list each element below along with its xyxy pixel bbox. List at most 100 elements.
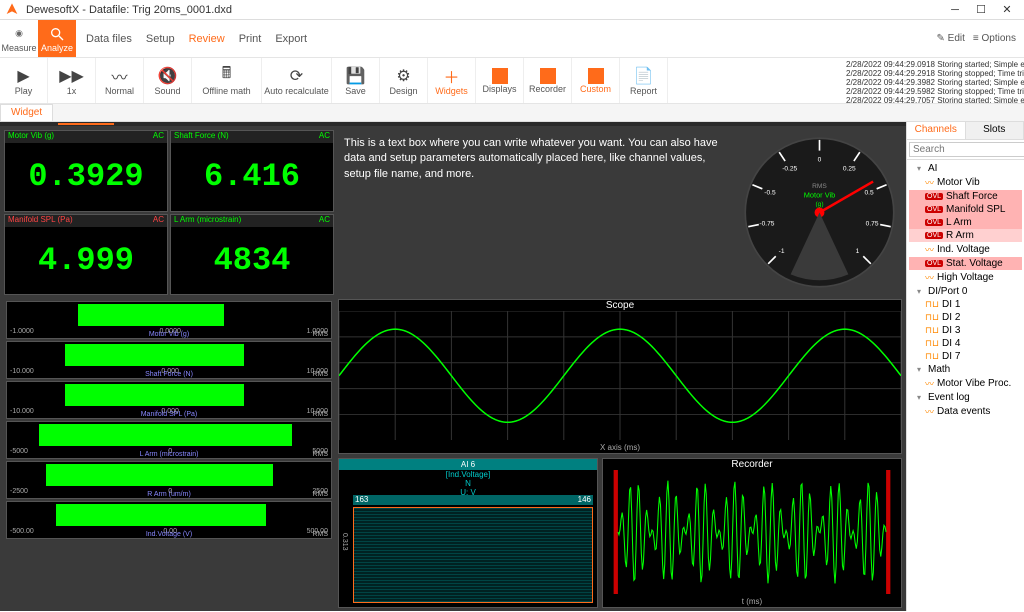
play-icon: ▶	[14, 66, 34, 86]
sound-button[interactable]: 🔇Sound	[144, 58, 192, 103]
submenu-print[interactable]: Print	[239, 33, 262, 45]
recalc-icon: ⟳	[287, 66, 307, 86]
search-input[interactable]	[909, 142, 1024, 157]
gear-icon: ⚙	[394, 66, 414, 86]
digital-3[interactable]: L Arm (microstrain)AC4834	[170, 214, 334, 296]
sidepanel: ChannelsSlots 🔍 ▾ ▾AI〰Motor VibOVLShaft …	[906, 122, 1024, 611]
close-button[interactable]: ✕	[994, 1, 1020, 19]
custom-button[interactable]: Custom	[572, 58, 620, 103]
scope-xlabel: X axis (ms)	[339, 443, 901, 452]
options-link[interactable]: ≡ Options	[973, 33, 1016, 44]
event-log-preview: 2/28/2022 09:44:29.0918 Storing started;…	[844, 58, 1024, 103]
play-button[interactable]: ▶Play	[0, 58, 48, 103]
measure-icon: ◉	[10, 25, 28, 43]
tree-motor-vib[interactable]: 〰Motor Vib	[909, 175, 1022, 190]
tree-di-7[interactable]: ⊓⊔DI 7	[909, 350, 1022, 363]
sidetab-channels[interactable]: Channels	[907, 122, 966, 139]
hbar-3[interactable]: -500005000 L Arm (microstrain)RMS	[6, 421, 332, 459]
recorder-widget[interactable]: Recorder t (ms)	[602, 458, 902, 608]
tree-stat-voltage[interactable]: OVLStat. Voltage	[909, 257, 1022, 270]
tree-di-1[interactable]: ⊓⊔DI 1	[909, 298, 1022, 311]
tree-l-arm[interactable]: OVLL Arm	[909, 216, 1022, 229]
plus-icon: ＋	[442, 66, 462, 86]
normal-button[interactable]: 〰Normal	[96, 58, 144, 103]
menubar: ◉ Measure Analyze Data files Setup Review P…	[0, 20, 1024, 58]
custom-icon	[588, 68, 604, 84]
tree-ind-voltage[interactable]: 〰Ind. Voltage	[909, 242, 1022, 257]
submenu-data-files[interactable]: Data files	[86, 33, 132, 45]
hbar-group: -1.00000.00001.0000 Motor Vib (g)RMS -10…	[4, 299, 334, 608]
scope-title: Scope	[339, 300, 901, 311]
lower-row: AI 6 [Ind.Voltage] N U; V 163146 0.313 R…	[338, 458, 902, 608]
tree-data-events[interactable]: 〰Data events	[909, 404, 1022, 419]
svg-text:0.75: 0.75	[866, 220, 879, 227]
tree-event-log[interactable]: ▾Event log	[909, 391, 1022, 404]
digital-0[interactable]: Motor Vib (g)AC0.3929	[4, 130, 168, 212]
autorecalc-button[interactable]: ⟳Auto recalculate	[262, 58, 332, 103]
hbar-1[interactable]: -10.0000.00010.000 Shaft Force (N)RMS	[6, 341, 332, 379]
wave-icon: 〰	[110, 66, 130, 86]
tree-di-2[interactable]: ⊓⊔DI 2	[909, 311, 1022, 324]
titlebar: DewesoftX - Datafile: Trig 20ms_0001.dxd…	[0, 0, 1024, 20]
tree-di-port-0[interactable]: ▾DI/Port 0	[909, 285, 1022, 298]
gauge-widget[interactable]: -1-0.75-0.5-0.2500.250.50.751 RMS Motor …	[737, 130, 902, 295]
save-button[interactable]: 💾Save	[332, 58, 380, 103]
bottom-right: Scope X axis (ms) AI 6 [Ind.Voltage] N U…	[338, 299, 902, 608]
svg-text:0: 0	[818, 156, 822, 163]
tree-motor-vibe-proc-[interactable]: 〰Motor Vibe Proc.	[909, 376, 1022, 391]
save-icon: 💾	[346, 66, 366, 86]
widget-tab[interactable]: Widget	[0, 104, 53, 121]
report-button[interactable]: 📄Report	[620, 58, 668, 103]
hbar-5[interactable]: -500.000.00500.00 Ind.Voltage (V)RMS	[6, 501, 332, 539]
tree-ai[interactable]: ▾AI	[909, 162, 1022, 175]
minimize-button[interactable]: ─	[942, 1, 968, 19]
analyze-tab[interactable]: Analyze	[38, 20, 76, 57]
search-row: 🔍 ▾	[907, 140, 1024, 160]
svg-text:1: 1	[856, 248, 860, 255]
tree-high-voltage[interactable]: 〰High Voltage	[909, 270, 1022, 285]
tree-di-4[interactable]: ⊓⊔DI 4	[909, 337, 1022, 350]
svg-text:Motor Vib: Motor Vib	[804, 191, 836, 200]
recorder-button[interactable]: Recorder	[524, 58, 572, 103]
edit-link[interactable]: ✎ Edit	[937, 33, 965, 44]
widgets-button[interactable]: ＋Widgets	[428, 58, 476, 103]
maximize-button[interactable]: ☐	[968, 1, 994, 19]
report-icon: 📄	[634, 66, 654, 86]
calc-icon: 🖩	[217, 66, 237, 86]
grid-icon	[492, 68, 508, 84]
speed-button[interactable]: ▶▶1x	[48, 58, 96, 103]
channel-tree: ▾AI〰Motor VibOVLShaft ForceOVLManifold S…	[907, 160, 1024, 611]
hbar-4[interactable]: -250002500 R Arm (um/m)RMS	[6, 461, 332, 499]
displays-button[interactable]: Displays	[476, 58, 524, 103]
scope-widget[interactable]: Scope X axis (ms)	[338, 299, 902, 454]
textbox-widget[interactable]: This is a text box where you can write w…	[338, 130, 731, 295]
osci-header: AI 6	[339, 459, 597, 470]
submenu-export[interactable]: Export	[275, 33, 307, 45]
offline-button[interactable]: 🖩Offline math	[192, 58, 262, 103]
tree-shaft-force[interactable]: OVLShaft Force	[909, 190, 1022, 203]
svg-text:(g): (g)	[815, 201, 823, 208]
dashboard: Motor Vib (g)AC0.3929Shaft Force (N)AC6.…	[0, 126, 906, 612]
osci-body	[353, 507, 593, 603]
digital-2[interactable]: Manifold SPL (Pa)AC4.999	[4, 214, 168, 296]
digital-1[interactable]: Shaft Force (N)AC6.416	[170, 130, 334, 212]
osci-sub1: [Ind.Voltage]	[339, 470, 597, 479]
tree-r-arm[interactable]: OVLR Arm	[909, 229, 1022, 242]
hbar-0[interactable]: -1.00000.00001.0000 Motor Vib (g)RMS	[6, 301, 332, 339]
tree-math[interactable]: ▾Math	[909, 363, 1022, 376]
widget-tabrow: Widget	[0, 104, 1024, 122]
tree-manifold-spl[interactable]: OVLManifold SPL	[909, 203, 1022, 216]
submenu: Data files Setup Review Print Export	[76, 20, 317, 57]
measure-tab[interactable]: ◉ Measure	[0, 20, 38, 57]
submenu-setup[interactable]: Setup	[146, 33, 175, 45]
oscilloscope-widget[interactable]: AI 6 [Ind.Voltage] N U; V 163146 0.313	[338, 458, 598, 608]
svg-text:-0.5: -0.5	[764, 189, 776, 196]
ff-icon: ▶▶	[62, 66, 82, 86]
recorder-title: Recorder	[603, 459, 901, 470]
submenu-review[interactable]: Review	[189, 33, 225, 45]
osci-sub2: N	[339, 479, 597, 488]
hbar-2[interactable]: -10.0000.00010.000 Manifold SPL (Pa)RMS	[6, 381, 332, 419]
design-button[interactable]: ⚙Design	[380, 58, 428, 103]
tree-di-3[interactable]: ⊓⊔DI 3	[909, 324, 1022, 337]
sidetab-slots[interactable]: Slots	[966, 122, 1024, 139]
